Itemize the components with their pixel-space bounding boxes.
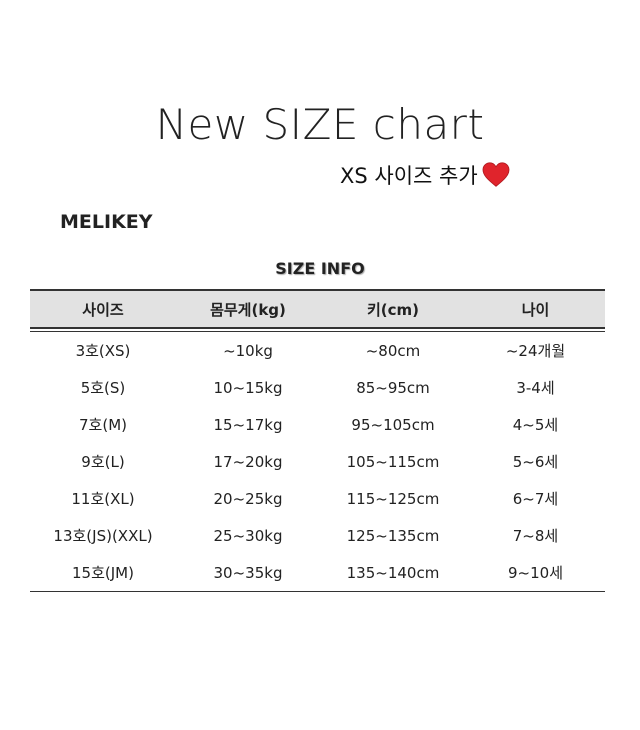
cell-weight: ~10kg [223, 341, 273, 360]
header-height: 키(cm) [366, 300, 420, 319]
cell-age: 6~7세 [512, 490, 559, 508]
cell-height: 135~140cm [346, 563, 440, 582]
cell-weight: 30~35kg [213, 563, 283, 582]
table-row: 7호(M) 15~17kg 95~105cm 4~5세 [30, 406, 605, 443]
table-row: 13호(JS)(XXL) 25~30kg 125~135cm 7~8세 [30, 517, 605, 554]
table-row: 9호(L) 17~20kg 105~115cm 5~6세 [30, 443, 605, 480]
cell-size: 7호(M) [79, 416, 127, 434]
cell-height: ~80cm [365, 341, 421, 360]
header-divider [30, 330, 605, 332]
cell-size: 11호(XL) [71, 490, 135, 508]
cell-height: 95~105cm [351, 415, 435, 434]
table-row: 11호(XL) 20~25kg 115~125cm 6~7세 [30, 480, 605, 517]
table-bottom-border [30, 591, 605, 592]
cell-weight: 25~30kg [213, 526, 283, 545]
cell-weight: 15~17kg [213, 415, 283, 434]
cell-age: ~24개월 [505, 342, 566, 360]
section-title: SIZE INFO [275, 259, 365, 278]
cell-size: 15호(JM) [72, 564, 134, 582]
brand-name: MELIKEY [60, 211, 153, 233]
table-row: 5호(S) 10~15kg 85~95cm 3-4세 [30, 369, 605, 406]
cell-age: 4~5세 [512, 416, 559, 434]
cell-weight: 20~25kg [213, 489, 283, 508]
header-age: 나이 [521, 300, 550, 319]
cell-size: 5호(S) [80, 379, 126, 397]
cell-size: 9호(L) [81, 453, 125, 471]
cell-weight: 10~15kg [213, 378, 283, 397]
red-heart-icon [482, 162, 510, 188]
cell-size: 13호(JS)(XXL) [53, 527, 153, 545]
cell-age: 7~8세 [512, 527, 559, 545]
cell-age: 5~6세 [512, 453, 559, 471]
cell-height: 115~125cm [346, 489, 440, 508]
table-row: 15호(JM) 30~35kg 135~140cm 9~10세 [30, 554, 605, 591]
subtitle: XS 사이즈 추가 [340, 160, 510, 190]
cell-height: 85~95cm [356, 378, 430, 397]
cell-size: 3호(XS) [75, 342, 131, 360]
cell-age: 3-4세 [516, 379, 555, 397]
size-table: 사이즈 몸무게(kg) 키(cm) 나이 3호(XS) ~10kg ~80cm ~24… [30, 289, 605, 592]
table-header: 사이즈 몸무게(kg) 키(cm) 나이 [30, 289, 605, 329]
subtitle-text: XS 사이즈 추가 [340, 164, 478, 188]
page-title: New SIZE chart [155, 100, 485, 149]
header-size: 사이즈 [82, 300, 124, 319]
cell-height: 125~135cm [346, 526, 440, 545]
header-weight: 몸무게(kg) [210, 300, 286, 319]
cell-age: 9~10세 [508, 564, 563, 582]
table-row: 3호(XS) ~10kg ~80cm ~24개월 [30, 332, 605, 369]
cell-height: 105~115cm [346, 452, 440, 471]
cell-weight: 17~20kg [213, 452, 283, 471]
